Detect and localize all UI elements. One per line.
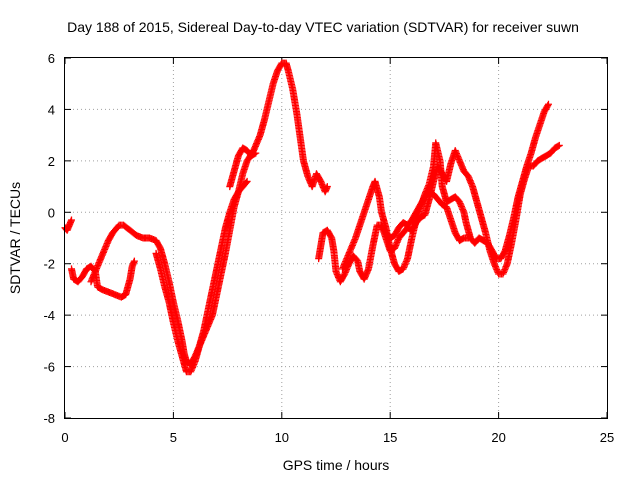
series-sdtvar-a xyxy=(61,216,76,234)
y-tick-labels: -8 -6 -4 -2 0 2 4 6 xyxy=(43,51,55,426)
x-tick-label: 25 xyxy=(600,430,614,445)
y-tick-label: -4 xyxy=(43,308,55,323)
y-tick-label: -8 xyxy=(43,411,55,426)
y-tick-label: -2 xyxy=(43,257,55,272)
data-point-marker xyxy=(323,183,331,191)
series-sdtvar-c xyxy=(87,59,331,368)
x-tick-label: 15 xyxy=(383,430,397,445)
series-sdtvar-g xyxy=(339,100,552,275)
y-axis-label: SDTVAR / TECUs xyxy=(7,182,23,294)
x-tick-label: 10 xyxy=(275,430,289,445)
data-point-marker xyxy=(252,149,260,157)
data-point-marker xyxy=(242,178,250,186)
data-point-marker xyxy=(555,141,563,149)
x-axis-label: GPS time / hours xyxy=(283,457,390,473)
chart-title: Day 188 of 2015, Sidereal Day-to-day VTE… xyxy=(67,19,579,35)
y-tick-label: 2 xyxy=(48,154,55,169)
series-sdtvar-b xyxy=(68,257,138,301)
y-tick-label: 0 xyxy=(48,205,55,220)
y-tick-label: 4 xyxy=(48,102,55,117)
plot-frame xyxy=(64,57,608,419)
series-sdtvar-e xyxy=(226,144,260,191)
y-tick-label: 6 xyxy=(48,51,55,66)
series-sdtvar-d xyxy=(152,177,251,376)
x-tick-labels: 0 5 10 15 20 25 xyxy=(61,430,614,445)
y-tick-label: -6 xyxy=(43,360,55,375)
data-point-marker xyxy=(243,177,251,185)
data-point-marker xyxy=(464,234,472,242)
data-point-marker xyxy=(544,102,552,110)
x-tick-label: 5 xyxy=(170,430,177,445)
x-tick-label: 0 xyxy=(61,430,68,445)
data-point-marker xyxy=(68,216,76,224)
series-sdtvar-h xyxy=(378,188,472,245)
data-point-marker xyxy=(130,257,138,265)
x-tick-label: 20 xyxy=(491,430,505,445)
data-points xyxy=(61,59,563,376)
data-point-marker xyxy=(544,100,552,108)
